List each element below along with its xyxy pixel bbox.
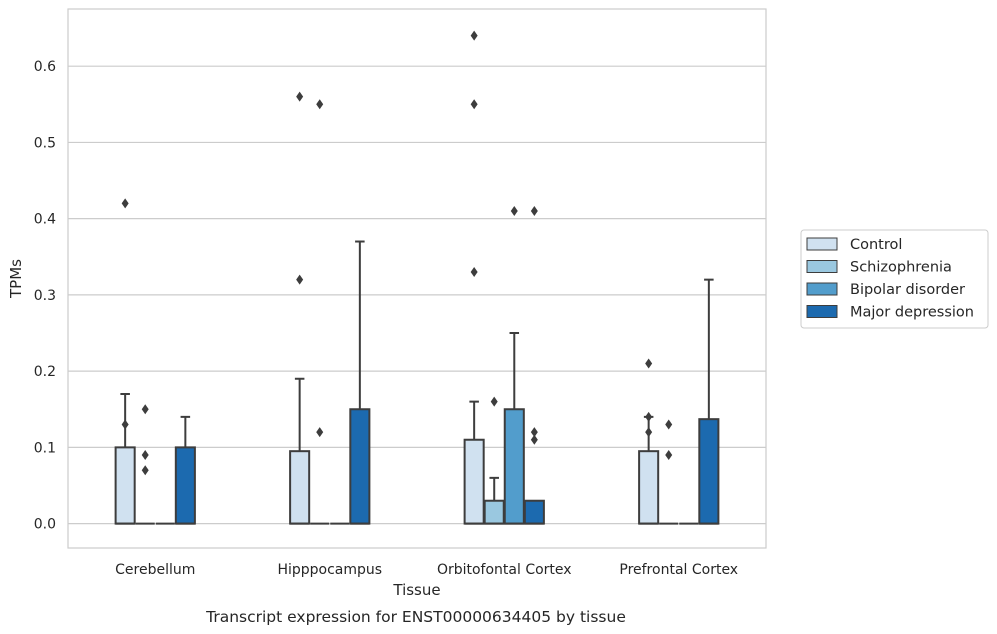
box [483, 499, 505, 525]
outlier-point [121, 419, 129, 430]
legend-swatch [806, 237, 838, 251]
x-tick-label: Orbitofontal Cortex [437, 562, 572, 578]
outlier-point [530, 206, 538, 217]
outlier-point [470, 99, 478, 110]
outlier-point [296, 274, 304, 285]
outlier-point [665, 449, 673, 460]
x-tick-label: Prefrontal Cortex [619, 562, 738, 578]
y-tick-label: 0.2 [34, 364, 56, 380]
outlier-point [296, 91, 304, 102]
outlier-point [530, 434, 538, 445]
outlier-point [470, 30, 478, 41]
y-axis-title: TPMs [7, 259, 25, 299]
outlier-point [316, 427, 324, 438]
outlier-point [141, 404, 149, 415]
outlier-point [141, 465, 149, 476]
outlier-point [645, 427, 653, 438]
box [638, 450, 660, 525]
y-tick-label: 0.0 [34, 517, 56, 533]
legend-swatch [806, 305, 838, 318]
outlier-point [665, 419, 673, 430]
box [503, 408, 525, 525]
plot-area [114, 30, 720, 525]
legend-frame [800, 229, 989, 329]
figure-caption: Transcript expression for ENST0000063440… [205, 608, 626, 626]
y-tick-label: 0.4 [34, 212, 56, 228]
box [523, 499, 545, 525]
legend: Control Schizophrenia Bipolar disorder Majo… [800, 229, 989, 329]
outlier-point [470, 267, 478, 278]
box [114, 446, 136, 525]
outlier-point [510, 206, 518, 217]
box [174, 446, 196, 525]
outlier-point [645, 358, 653, 369]
x-tick-label: Hipppocampus [277, 562, 382, 578]
legend-swatch [806, 282, 838, 296]
box [698, 418, 720, 525]
plot-frame [67, 8, 767, 549]
x-axis-title: Tissue [392, 581, 440, 599]
legend-label: Control [850, 237, 902, 253]
box [349, 408, 371, 525]
grid-lines [68, 65, 766, 525]
outlier-point [645, 411, 653, 422]
y-tick-label: 0.5 [34, 135, 56, 151]
outlier-point [490, 396, 498, 407]
y-tick-label: 0.3 [34, 288, 56, 304]
outlier-point [530, 427, 538, 438]
box [463, 438, 485, 525]
x-tick-label: Cerebellum [115, 562, 195, 578]
legend-label: Major depression [850, 305, 974, 321]
y-tick-label: 0.6 [34, 59, 56, 75]
box [289, 450, 311, 525]
outlier-point [121, 198, 129, 209]
x-tick-labels: Cerebellum Hipppocampus Orbitofontal Corte… [115, 562, 738, 578]
outlier-point [141, 449, 149, 460]
y-tick-labels: 0.0 0.1 0.2 0.3 0.4 0.5 0.6 [34, 59, 56, 532]
outlier-point [316, 99, 324, 110]
legend-swatch [806, 260, 838, 273]
legend-label: Schizophrenia [850, 260, 952, 276]
y-tick-label: 0.1 [34, 440, 56, 456]
legend-label: Bipolar disorder [850, 282, 965, 298]
